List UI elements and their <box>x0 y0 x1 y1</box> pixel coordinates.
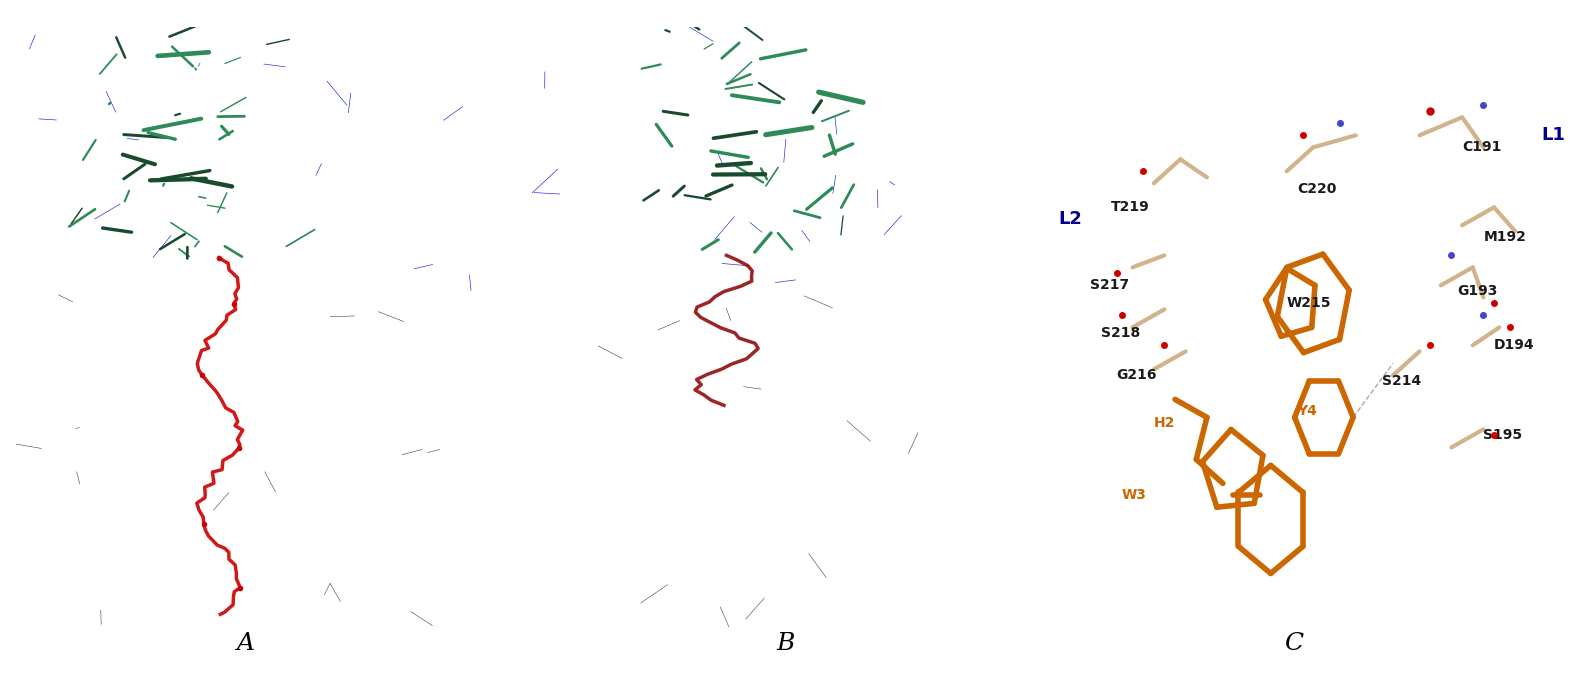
Text: A: A <box>236 632 256 655</box>
Text: S214: S214 <box>1382 374 1422 388</box>
Text: L2: L2 <box>1059 210 1082 228</box>
Text: S218: S218 <box>1101 327 1139 340</box>
Text: S195: S195 <box>1484 428 1522 443</box>
Text: W215: W215 <box>1287 297 1331 310</box>
Text: C220: C220 <box>1297 182 1336 196</box>
Text: W3: W3 <box>1122 488 1147 503</box>
Text: S217: S217 <box>1090 278 1128 293</box>
Text: C: C <box>1284 632 1303 655</box>
Text: C191: C191 <box>1462 140 1501 154</box>
Text: G216: G216 <box>1117 368 1157 383</box>
Text: Y4: Y4 <box>1297 404 1317 418</box>
Text: H2: H2 <box>1154 417 1174 430</box>
Text: M192: M192 <box>1484 231 1527 244</box>
Text: G193: G193 <box>1457 284 1497 298</box>
Text: T219: T219 <box>1111 201 1151 214</box>
Text: D194: D194 <box>1493 338 1535 353</box>
Text: B: B <box>776 632 795 655</box>
Text: L1: L1 <box>1543 126 1566 145</box>
